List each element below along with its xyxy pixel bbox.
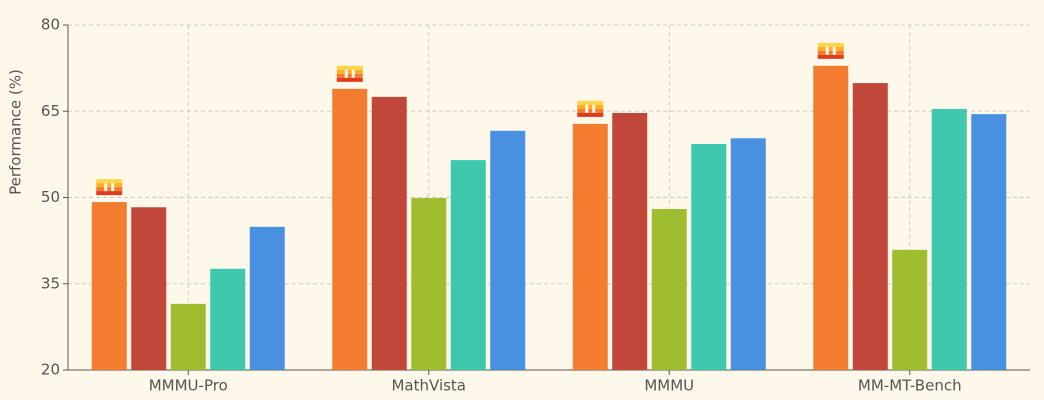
bar [813, 65, 849, 370]
logo-icon [336, 69, 363, 74]
y-tick-label: 20 [41, 361, 60, 379]
bar [371, 96, 407, 370]
logo-icon [336, 77, 363, 82]
x-tick-label: MMMU [644, 377, 694, 395]
y-axis-label: Performance (%) [7, 69, 25, 195]
bar [91, 202, 127, 370]
logo-icon [336, 73, 363, 78]
logo-icon [817, 54, 844, 59]
bar [971, 114, 1007, 370]
logo-icon [577, 104, 604, 109]
logo-icon [817, 50, 844, 55]
logo-icon [336, 65, 363, 70]
logo-icon [111, 183, 115, 192]
logo-icon [817, 46, 844, 51]
bar [332, 88, 368, 370]
logo-icon [592, 104, 596, 113]
y-tick-label: 65 [41, 102, 60, 120]
bar [852, 83, 888, 370]
logo-icon [96, 187, 123, 192]
bar [730, 138, 766, 370]
bar [411, 198, 447, 370]
bar [249, 226, 285, 370]
logo-icon [96, 183, 123, 188]
bar [931, 108, 967, 370]
bar [170, 303, 206, 370]
x-tick-label: MMMU-Pro [149, 377, 228, 395]
y-tick-label: 50 [41, 188, 60, 206]
bar [490, 130, 526, 370]
logo-icon [825, 46, 829, 55]
bar [572, 123, 608, 371]
logo-icon [344, 69, 348, 78]
logo-icon [577, 100, 604, 105]
bar [892, 249, 928, 370]
logo-icon [577, 112, 604, 117]
logo-icon [585, 104, 589, 113]
y-tick-label: 80 [41, 16, 60, 34]
x-tick-label: MathVista [391, 377, 466, 395]
x-tick-label: MM-MT-Bench [858, 377, 962, 395]
bar [612, 112, 648, 370]
logo-icon [96, 179, 123, 184]
logo-icon [351, 69, 355, 78]
y-tick-label: 35 [41, 274, 60, 292]
logo-icon [577, 108, 604, 113]
bar [651, 209, 687, 370]
logo-icon [96, 191, 123, 196]
bar [691, 144, 727, 370]
logo-icon [104, 183, 108, 192]
bar [131, 207, 167, 370]
logo-icon [817, 42, 844, 47]
bar [210, 268, 246, 370]
bar [450, 160, 486, 370]
logo-icon [832, 46, 836, 55]
